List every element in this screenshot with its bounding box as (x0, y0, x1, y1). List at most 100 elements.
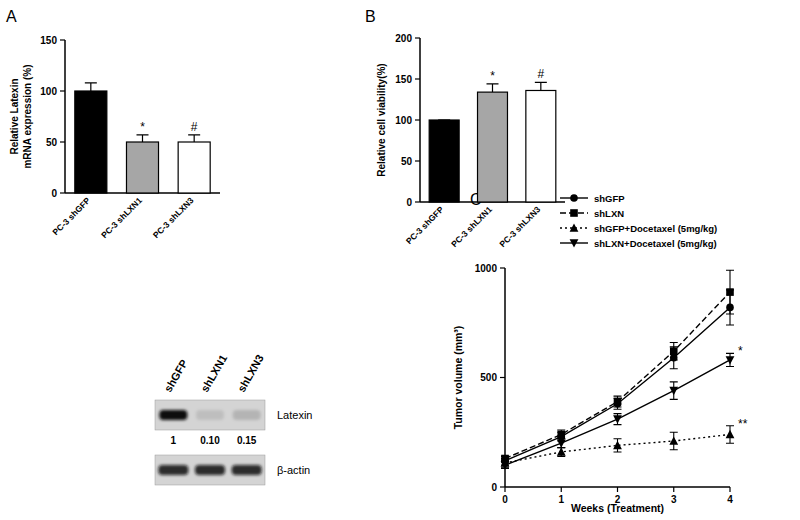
marker (557, 439, 566, 447)
legend-marker (570, 223, 579, 231)
quantification-label: 0.15 (237, 435, 257, 446)
quantification-label: 0.10 (200, 435, 220, 446)
error-bar (188, 135, 200, 142)
y-tick (415, 78, 420, 79)
quantification-label: 1 (171, 435, 177, 446)
x-tick-label: 0 (502, 494, 508, 505)
y-tick-label: 100 (40, 86, 57, 97)
x-tick (729, 487, 730, 492)
y-axis (64, 40, 66, 193)
marker (614, 398, 622, 406)
y-axis-label: Relative LatexinmRNA expression (%) (9, 64, 33, 168)
error-bar (487, 84, 499, 92)
x-tick-label: 1 (558, 494, 564, 505)
y-tick (415, 201, 420, 202)
y-tick (500, 486, 505, 487)
error-bar (535, 82, 547, 90)
panel-label: A (6, 8, 17, 25)
series-line (505, 307, 730, 460)
bar (429, 120, 459, 202)
y-tick (60, 39, 65, 40)
y-axis-label-line: Relative cell viability(%) (376, 63, 387, 176)
band (232, 465, 262, 475)
legend-label: shLXN (594, 208, 624, 219)
significance-marker: * (490, 69, 495, 83)
error-bar (670, 432, 678, 450)
blot-strip (155, 400, 265, 430)
marker (557, 447, 566, 455)
row-label: Latexin (277, 409, 312, 421)
bar (526, 90, 556, 202)
error-bar (557, 448, 565, 457)
marker (613, 415, 622, 423)
y-tick-label: 50 (401, 156, 413, 167)
legend-marker (570, 209, 578, 217)
series-line (505, 434, 730, 462)
significance-marker: * (140, 120, 145, 134)
legend-marker (570, 194, 578, 202)
x-tick-label: PC-3 shLXN3 (497, 204, 542, 249)
significance-marker: # (191, 120, 198, 134)
band (233, 410, 261, 420)
bar (75, 91, 107, 193)
marker (613, 441, 622, 449)
x-tick-label: PC-3 shLXN1 (99, 195, 144, 240)
legend-label: shLXN+Docetaxel (5mg/kg) (594, 238, 717, 249)
x-tick-label: PC-3 shLXN1 (449, 204, 494, 249)
marker (726, 430, 735, 438)
band (195, 465, 225, 475)
y-axis-label: Tumor volume (mm³) (452, 326, 464, 430)
x-tick-label: PC-3 shLXN3 (151, 195, 196, 240)
y-tick-label: 0 (491, 482, 497, 493)
y-axis-label: Relative cell viability(%) (376, 63, 387, 176)
legend-label: shGFP (594, 193, 625, 204)
y-tick-label: 50 (46, 137, 58, 148)
x-tick (561, 487, 562, 492)
error-bar (614, 396, 622, 407)
legend: shGFP shLXN shGFP+Docetaxel (5mg/kg) shLXN+… (560, 193, 717, 249)
y-tick (60, 90, 65, 91)
error-bar (557, 430, 565, 439)
error-bar (85, 83, 97, 91)
error-bar (670, 342, 678, 360)
y-tick-label: 100 (395, 115, 412, 126)
y-tick-label: 150 (40, 35, 57, 46)
marker (726, 288, 734, 296)
y-tick (415, 119, 420, 120)
x-tick (673, 487, 674, 492)
significance-marker: # (537, 67, 544, 81)
x-tick-label: PC-3 shGFP (50, 195, 92, 237)
error-bar (726, 426, 734, 444)
error-bar (726, 353, 734, 366)
band (159, 410, 187, 420)
x-axis-label: Weeks (Treatment) (571, 502, 664, 514)
band (196, 410, 224, 420)
legend-label: shGFP+Docetaxel (5mg/kg) (594, 223, 717, 234)
y-tick-label: 150 (395, 74, 412, 85)
y-tick (415, 37, 420, 38)
x-tick (617, 487, 618, 492)
y-tick-label: 0 (51, 188, 57, 199)
marker (557, 431, 565, 439)
legend-marker (570, 239, 579, 247)
y-tick (60, 192, 65, 193)
significance-marker: * (738, 344, 743, 358)
panel-label: B (365, 8, 376, 25)
marker (670, 347, 678, 355)
error-bar (614, 439, 622, 452)
bars (429, 82, 556, 202)
blot-strip (155, 455, 265, 485)
y-tick-label: 0 (406, 197, 412, 208)
error-bar (614, 414, 622, 425)
y-tick (500, 377, 505, 378)
x-tick-label: 3 (671, 494, 677, 505)
row-label: β-actin (277, 464, 310, 476)
x-tick-label: PC-3 shGFP (404, 204, 446, 246)
y-tick (500, 267, 505, 268)
figure: ABCRelative LatexinmRNA expression (%)05… (0, 0, 800, 520)
y-axis-label-line: mRNA expression (%) (22, 64, 33, 168)
series-line (505, 360, 730, 465)
y-axis-label-line: Relative Latexin (9, 78, 20, 154)
series-line (505, 292, 730, 458)
error-bar (557, 439, 565, 448)
